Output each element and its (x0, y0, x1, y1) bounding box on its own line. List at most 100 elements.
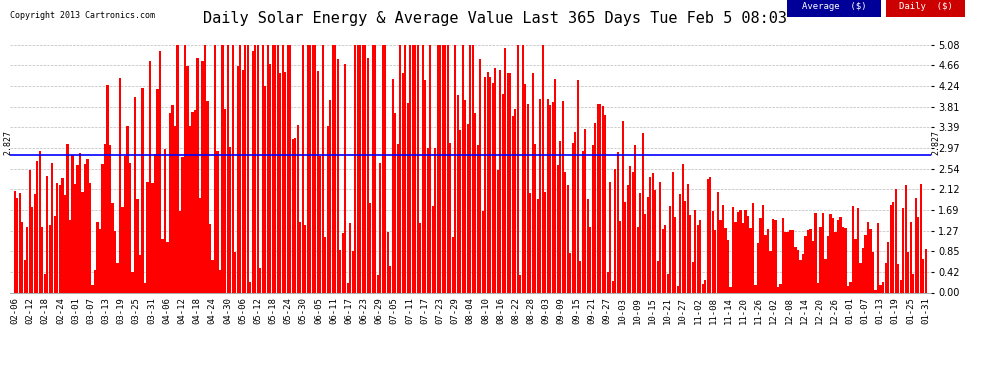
Bar (751, 203, 754, 292)
Bar (58, 185, 61, 292)
Bar (122, 207, 124, 292)
Bar (764, 236, 766, 292)
Bar (442, 45, 444, 292)
Bar (699, 220, 702, 292)
Bar (314, 45, 316, 292)
Bar (259, 268, 261, 292)
Bar (39, 151, 41, 292)
Bar (905, 185, 907, 292)
Bar (837, 220, 840, 292)
Bar (51, 163, 53, 292)
Bar (487, 72, 489, 292)
Bar (417, 45, 419, 292)
Bar (376, 275, 379, 292)
Bar (99, 230, 101, 292)
Bar (897, 264, 899, 292)
Bar (746, 216, 749, 292)
Bar (630, 166, 632, 292)
Bar (64, 195, 66, 292)
Bar (744, 210, 746, 292)
Bar (42, 227, 44, 292)
Bar (327, 126, 329, 292)
Bar (81, 192, 83, 292)
Bar (337, 59, 339, 292)
Bar (812, 241, 814, 292)
Bar (656, 261, 659, 292)
Bar (754, 285, 756, 292)
Bar (234, 252, 237, 292)
Bar (559, 141, 561, 292)
Bar (432, 206, 434, 292)
Bar (445, 45, 446, 292)
Text: Average  ($): Average ($) (802, 2, 866, 11)
Bar (199, 198, 201, 292)
Bar (329, 100, 332, 292)
Bar (361, 45, 363, 292)
Bar (309, 45, 311, 292)
Bar (324, 237, 326, 292)
Bar (214, 45, 216, 292)
Bar (169, 113, 171, 292)
Bar (825, 259, 827, 292)
Bar (830, 214, 832, 292)
Bar (239, 45, 242, 292)
Bar (454, 45, 456, 292)
Bar (687, 184, 689, 292)
Bar (19, 194, 21, 292)
Bar (159, 51, 161, 292)
Bar (237, 66, 239, 292)
Bar (229, 147, 231, 292)
Bar (922, 259, 924, 292)
Text: 2.827: 2.827 (3, 130, 13, 155)
Bar (84, 164, 86, 292)
Bar (179, 211, 181, 292)
Bar (29, 170, 31, 292)
Bar (805, 236, 807, 292)
Bar (32, 207, 34, 292)
Bar (371, 45, 374, 292)
Bar (171, 105, 173, 292)
Bar (769, 251, 771, 292)
Bar (649, 177, 651, 292)
Bar (692, 262, 694, 292)
Bar (471, 45, 474, 292)
Bar (351, 252, 353, 292)
Bar (456, 95, 458, 292)
Bar (412, 45, 414, 292)
Bar (144, 283, 147, 292)
Bar (546, 99, 548, 292)
Bar (900, 280, 902, 292)
Bar (340, 250, 342, 292)
Bar (119, 78, 121, 292)
Bar (261, 45, 263, 292)
Bar (762, 205, 764, 292)
Bar (612, 281, 614, 292)
Bar (677, 286, 679, 292)
Bar (879, 285, 882, 292)
Bar (274, 45, 276, 292)
Bar (592, 144, 594, 292)
Bar (114, 231, 116, 292)
Bar (627, 184, 629, 292)
Bar (202, 62, 204, 292)
Bar (342, 232, 344, 292)
Bar (777, 287, 779, 292)
Bar (872, 252, 874, 292)
Bar (556, 165, 559, 292)
Bar (217, 151, 219, 292)
Bar (402, 72, 404, 292)
Bar (697, 225, 699, 292)
Text: Daily Solar Energy & Average Value Last 365 Days Tue Feb 5 08:03: Daily Solar Energy & Average Value Last … (203, 11, 787, 26)
Bar (437, 45, 439, 292)
Bar (435, 148, 437, 292)
Bar (264, 86, 266, 292)
Bar (710, 177, 712, 292)
Bar (86, 159, 88, 292)
Bar (684, 201, 686, 292)
Bar (307, 45, 309, 292)
Bar (702, 285, 704, 292)
Bar (920, 184, 922, 292)
Bar (640, 193, 642, 292)
Bar (862, 248, 864, 292)
Bar (915, 198, 917, 292)
